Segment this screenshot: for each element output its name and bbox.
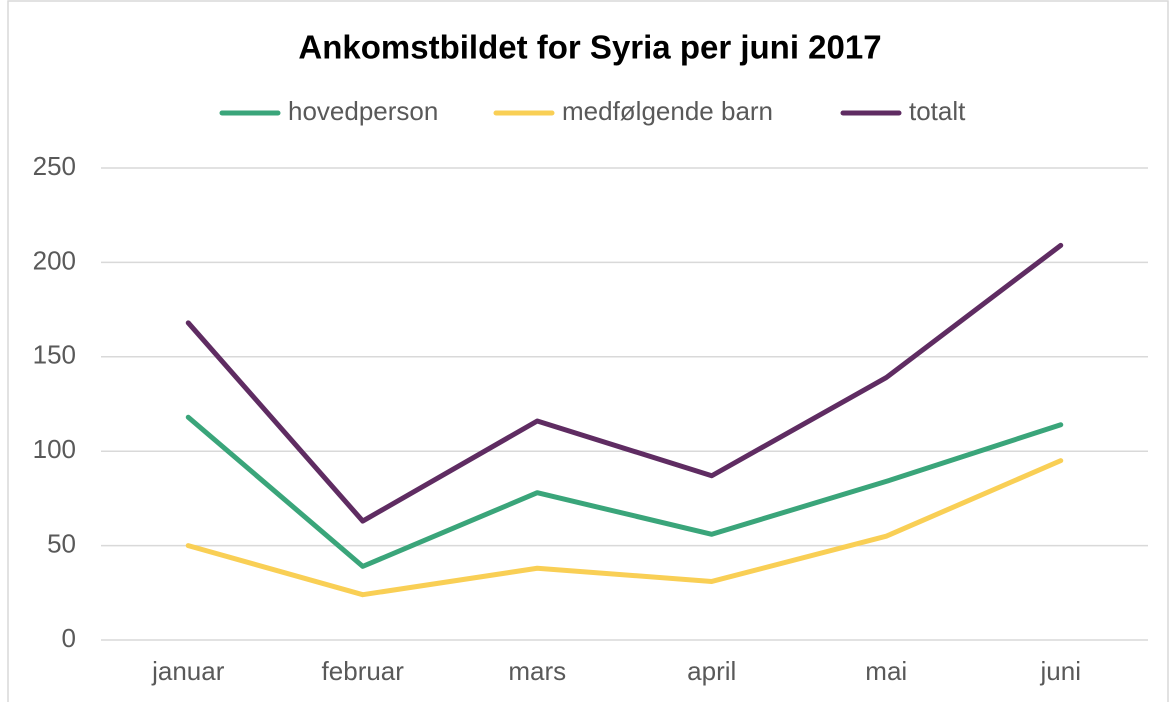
legend-label: medfølgende barn — [562, 96, 773, 126]
chart-frame — [7, 0, 1169, 702]
legend-label: totalt — [909, 96, 966, 126]
y-tick-label: 50 — [47, 528, 76, 558]
x-tick-label: februar — [322, 656, 405, 686]
y-tick-label: 250 — [33, 151, 76, 181]
y-tick-label: 200 — [33, 245, 76, 275]
y-tick-label: 0 — [62, 623, 76, 653]
x-tick-label: mai — [865, 656, 907, 686]
x-tick-label: juni — [1040, 656, 1081, 686]
series-line — [185, 242, 1064, 524]
legend-label: hovedperson — [288, 96, 438, 126]
x-tick-label: april — [687, 656, 736, 686]
series-line — [185, 414, 1064, 569]
y-tick-label: 100 — [33, 434, 76, 464]
x-tick-label: januar — [151, 656, 225, 686]
series-line — [185, 458, 1064, 598]
y-tick-label: 150 — [33, 340, 76, 370]
chart-title: Ankomstbildet for Syria per juni 2017 — [298, 29, 881, 66]
x-tick-label: mars — [508, 656, 566, 686]
